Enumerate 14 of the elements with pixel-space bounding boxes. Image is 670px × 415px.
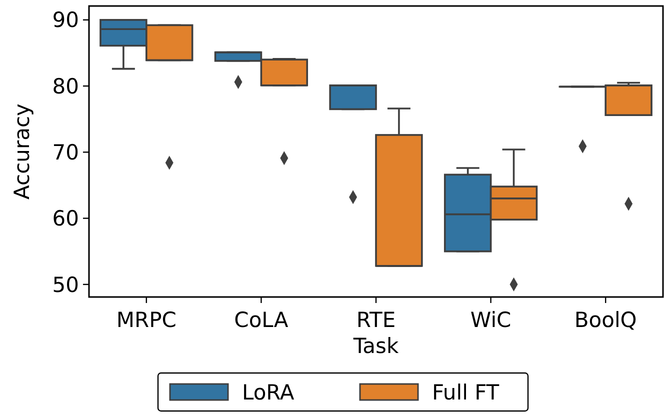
x-tick-label: WiC <box>470 308 512 332</box>
x-tick-label: MRPC <box>116 308 176 332</box>
x-tick-label: CoLA <box>234 308 289 332</box>
y-tick-label: 50 <box>52 272 79 297</box>
y-tick-label: 80 <box>52 74 79 98</box>
y-tick-label: 70 <box>52 140 79 165</box>
legend-label: Full FT <box>432 380 500 404</box>
x-axis-title: Task <box>352 334 400 358</box>
x-tick-label: BoolQ <box>574 308 637 332</box>
legend-label: LoRA <box>242 380 295 404</box>
y-tick-label: 60 <box>52 206 79 231</box>
y-tick-label: 90 <box>52 8 79 32</box>
x-tick-label: RTE <box>356 308 396 332</box>
y-axis-title: Accuracy <box>10 104 34 200</box>
